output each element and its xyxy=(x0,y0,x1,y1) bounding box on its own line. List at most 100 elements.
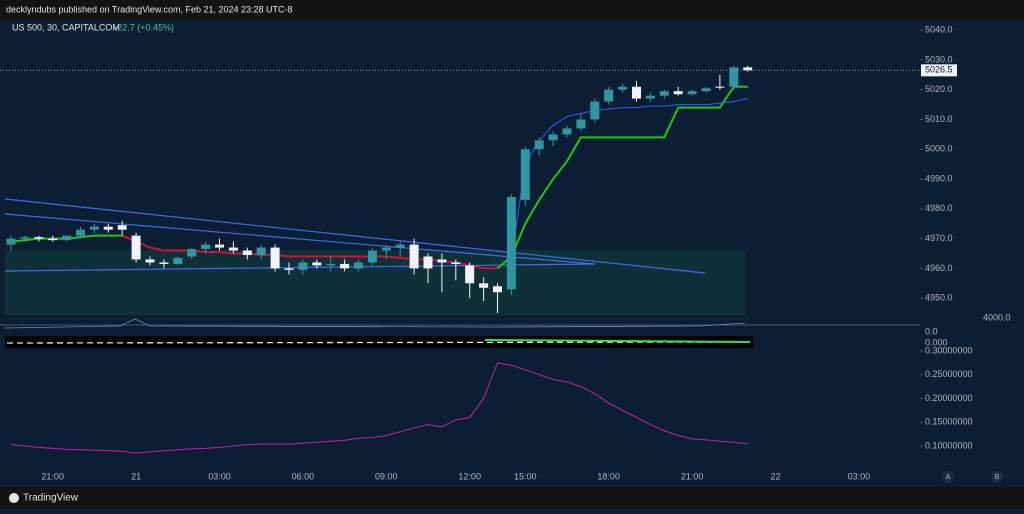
candle-body xyxy=(381,247,391,251)
y-tick-label: 5040.0 xyxy=(925,25,953,35)
candle-body xyxy=(284,268,294,270)
logo xyxy=(9,493,19,503)
candle-body xyxy=(395,244,405,248)
candle-body xyxy=(117,225,127,230)
candle-body xyxy=(451,262,461,264)
candle-body xyxy=(590,101,600,120)
y-tick-label: 5000.0 xyxy=(925,144,953,154)
footer-bar xyxy=(0,487,1024,509)
candle-body xyxy=(326,263,336,266)
y-tick-label: 0.25000000 xyxy=(925,369,973,379)
button-a-label[interactable]: A xyxy=(946,474,951,481)
candle-body xyxy=(201,244,211,250)
candle-body xyxy=(312,262,322,266)
candle-body xyxy=(493,286,502,293)
candle-body xyxy=(423,256,433,269)
x-tick-label: 09:00 xyxy=(375,471,398,481)
candle-body xyxy=(743,67,753,71)
change-text: +22.7 (+0.45%) xyxy=(112,22,174,32)
candle-body xyxy=(173,257,183,264)
candle-body xyxy=(187,249,197,257)
candle-body xyxy=(76,229,85,236)
y-tick-label: 0.15000000 xyxy=(925,417,973,427)
candle-body xyxy=(479,283,489,288)
candle-body xyxy=(534,140,544,150)
button-b-label[interactable]: B xyxy=(995,474,1000,481)
y-tick-label: 0.30000000 xyxy=(925,345,973,355)
x-tick-label: 21:00 xyxy=(41,471,64,481)
publisher-line: decklyndubs published on TradingView.com… xyxy=(6,4,293,14)
x-tick-label: 12:00 xyxy=(458,471,481,481)
candle-body xyxy=(659,91,669,96)
candle-body xyxy=(298,262,308,270)
y-tick-label: 5030.0 xyxy=(925,54,953,64)
indicator-line xyxy=(121,234,498,270)
candle-body xyxy=(62,235,72,241)
x-tick-label: 21 xyxy=(131,471,141,481)
y-tick-label: 4960.0 xyxy=(925,263,953,273)
y-tick-label: 5010.0 xyxy=(925,114,953,124)
candle-body xyxy=(89,226,99,230)
y-tick-label: 0.20000000 xyxy=(925,393,973,403)
indicator-line xyxy=(510,98,748,260)
candle-body xyxy=(687,91,697,95)
volume-pane-line xyxy=(4,318,746,329)
candle-body xyxy=(256,247,266,256)
candle-body xyxy=(103,226,113,230)
candle-body xyxy=(548,134,558,141)
x-tick-label: 03:00 xyxy=(848,471,871,481)
oscillator-line xyxy=(6,341,751,344)
candle-body xyxy=(20,237,30,239)
candle-body xyxy=(632,86,641,99)
oscillator-line xyxy=(484,339,751,343)
candle-body xyxy=(409,244,419,269)
candle-body xyxy=(228,247,238,251)
candle-body xyxy=(242,250,252,256)
candle-body xyxy=(673,91,683,95)
x-tick-label: 18:00 xyxy=(597,471,620,481)
candle-body xyxy=(34,237,44,239)
x-tick-label: 03:00 xyxy=(208,471,231,481)
candle-body xyxy=(340,263,350,269)
candle-body xyxy=(506,196,516,290)
header-bar xyxy=(0,0,1024,20)
candle-body xyxy=(520,149,530,200)
candle-body xyxy=(701,88,711,92)
x-tick-label: 21:00 xyxy=(681,471,704,481)
indicator-line xyxy=(10,362,748,454)
y-tick-label: 5020.0 xyxy=(925,84,953,94)
pane-label: 0.000 xyxy=(925,337,948,347)
candle-body xyxy=(270,247,280,269)
candle-body xyxy=(6,238,16,245)
candle-body xyxy=(715,86,725,88)
x-tick-label: 06:00 xyxy=(292,471,315,481)
y-tick-label: 4990.0 xyxy=(925,173,953,183)
candle-body xyxy=(729,67,739,87)
brand: TradingView xyxy=(23,493,79,504)
y-tick-label: 4980.0 xyxy=(925,203,953,213)
candle-body xyxy=(48,238,58,241)
candle-body xyxy=(159,262,169,264)
candle-body xyxy=(576,119,586,129)
candle-body xyxy=(145,259,155,263)
candle-body xyxy=(437,259,447,263)
candle-body xyxy=(367,250,377,263)
button-b[interactable] xyxy=(991,471,1003,483)
button-a[interactable] xyxy=(942,471,954,483)
y-tick-label: 4970.0 xyxy=(925,233,953,243)
candle-body xyxy=(618,86,628,90)
candle-body xyxy=(604,89,614,102)
y-tick-label: 0.10000000 xyxy=(925,440,973,450)
candle-body xyxy=(562,128,572,135)
pane-label: 0.0 xyxy=(925,326,938,336)
last-price-label: 5026.5 xyxy=(925,65,953,75)
indicator-line xyxy=(496,85,748,270)
candle-body xyxy=(354,262,363,269)
y-tick-label: 4950.0 xyxy=(925,293,953,303)
x-tick-label: 15:00 xyxy=(514,471,537,481)
trend-line xyxy=(4,213,596,265)
pane-label: 4000.0 xyxy=(983,312,1011,322)
trend-line xyxy=(4,198,706,274)
